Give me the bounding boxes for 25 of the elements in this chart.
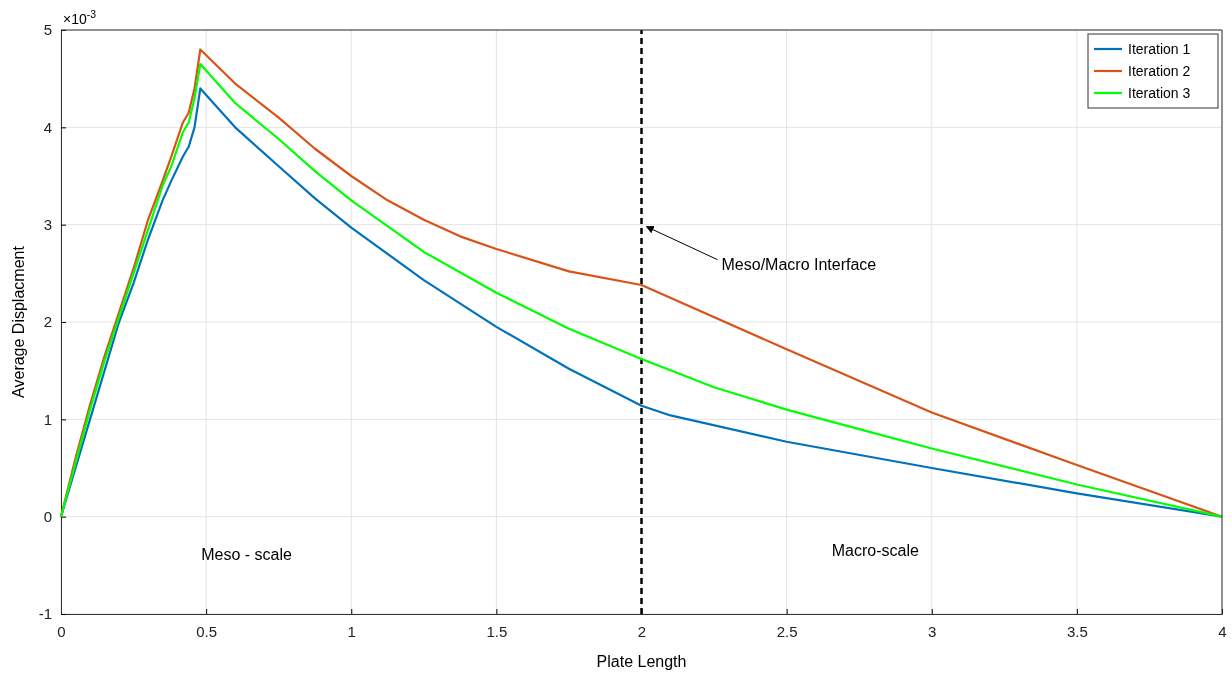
legend-label: Iteration 2 (1128, 63, 1191, 79)
legend-label: Iteration 1 (1128, 41, 1191, 57)
y-tick-label: 2 (43, 313, 52, 331)
y-tick-label: 4 (43, 118, 52, 136)
y-tick-label: 0 (43, 507, 52, 525)
annotation: Meso/Macro Interface (721, 255, 877, 273)
x-tick-label: 1 (347, 622, 356, 640)
y-tick-label: 5 (43, 21, 52, 39)
y-tick-label: -1 (38, 605, 52, 623)
x-tick-label: 1.5 (486, 622, 508, 640)
y-axis-title: Average Displacment (10, 245, 27, 398)
x-tick-label: 3 (928, 622, 937, 640)
x-tick-label: 2.5 (776, 622, 798, 640)
text: ×10$^{-3}$ (63, 8, 97, 27)
y-tick-label: 3 (43, 215, 52, 233)
x-tick-label: 4 (1218, 622, 1227, 640)
legend-label: Iteration 3 (1128, 85, 1191, 101)
annotation: Macro-scale (831, 541, 919, 559)
x-tick-label: 0 (57, 622, 66, 640)
x-tick-label: 0.5 (196, 622, 218, 640)
y-tick-label: 1 (43, 410, 52, 428)
x-axis-title: Plate Length (596, 653, 687, 670)
x-tick-label: 2 (637, 622, 647, 640)
annotation: Meso - scale (201, 546, 293, 564)
x-tick-label: 3.5 (1066, 622, 1088, 640)
